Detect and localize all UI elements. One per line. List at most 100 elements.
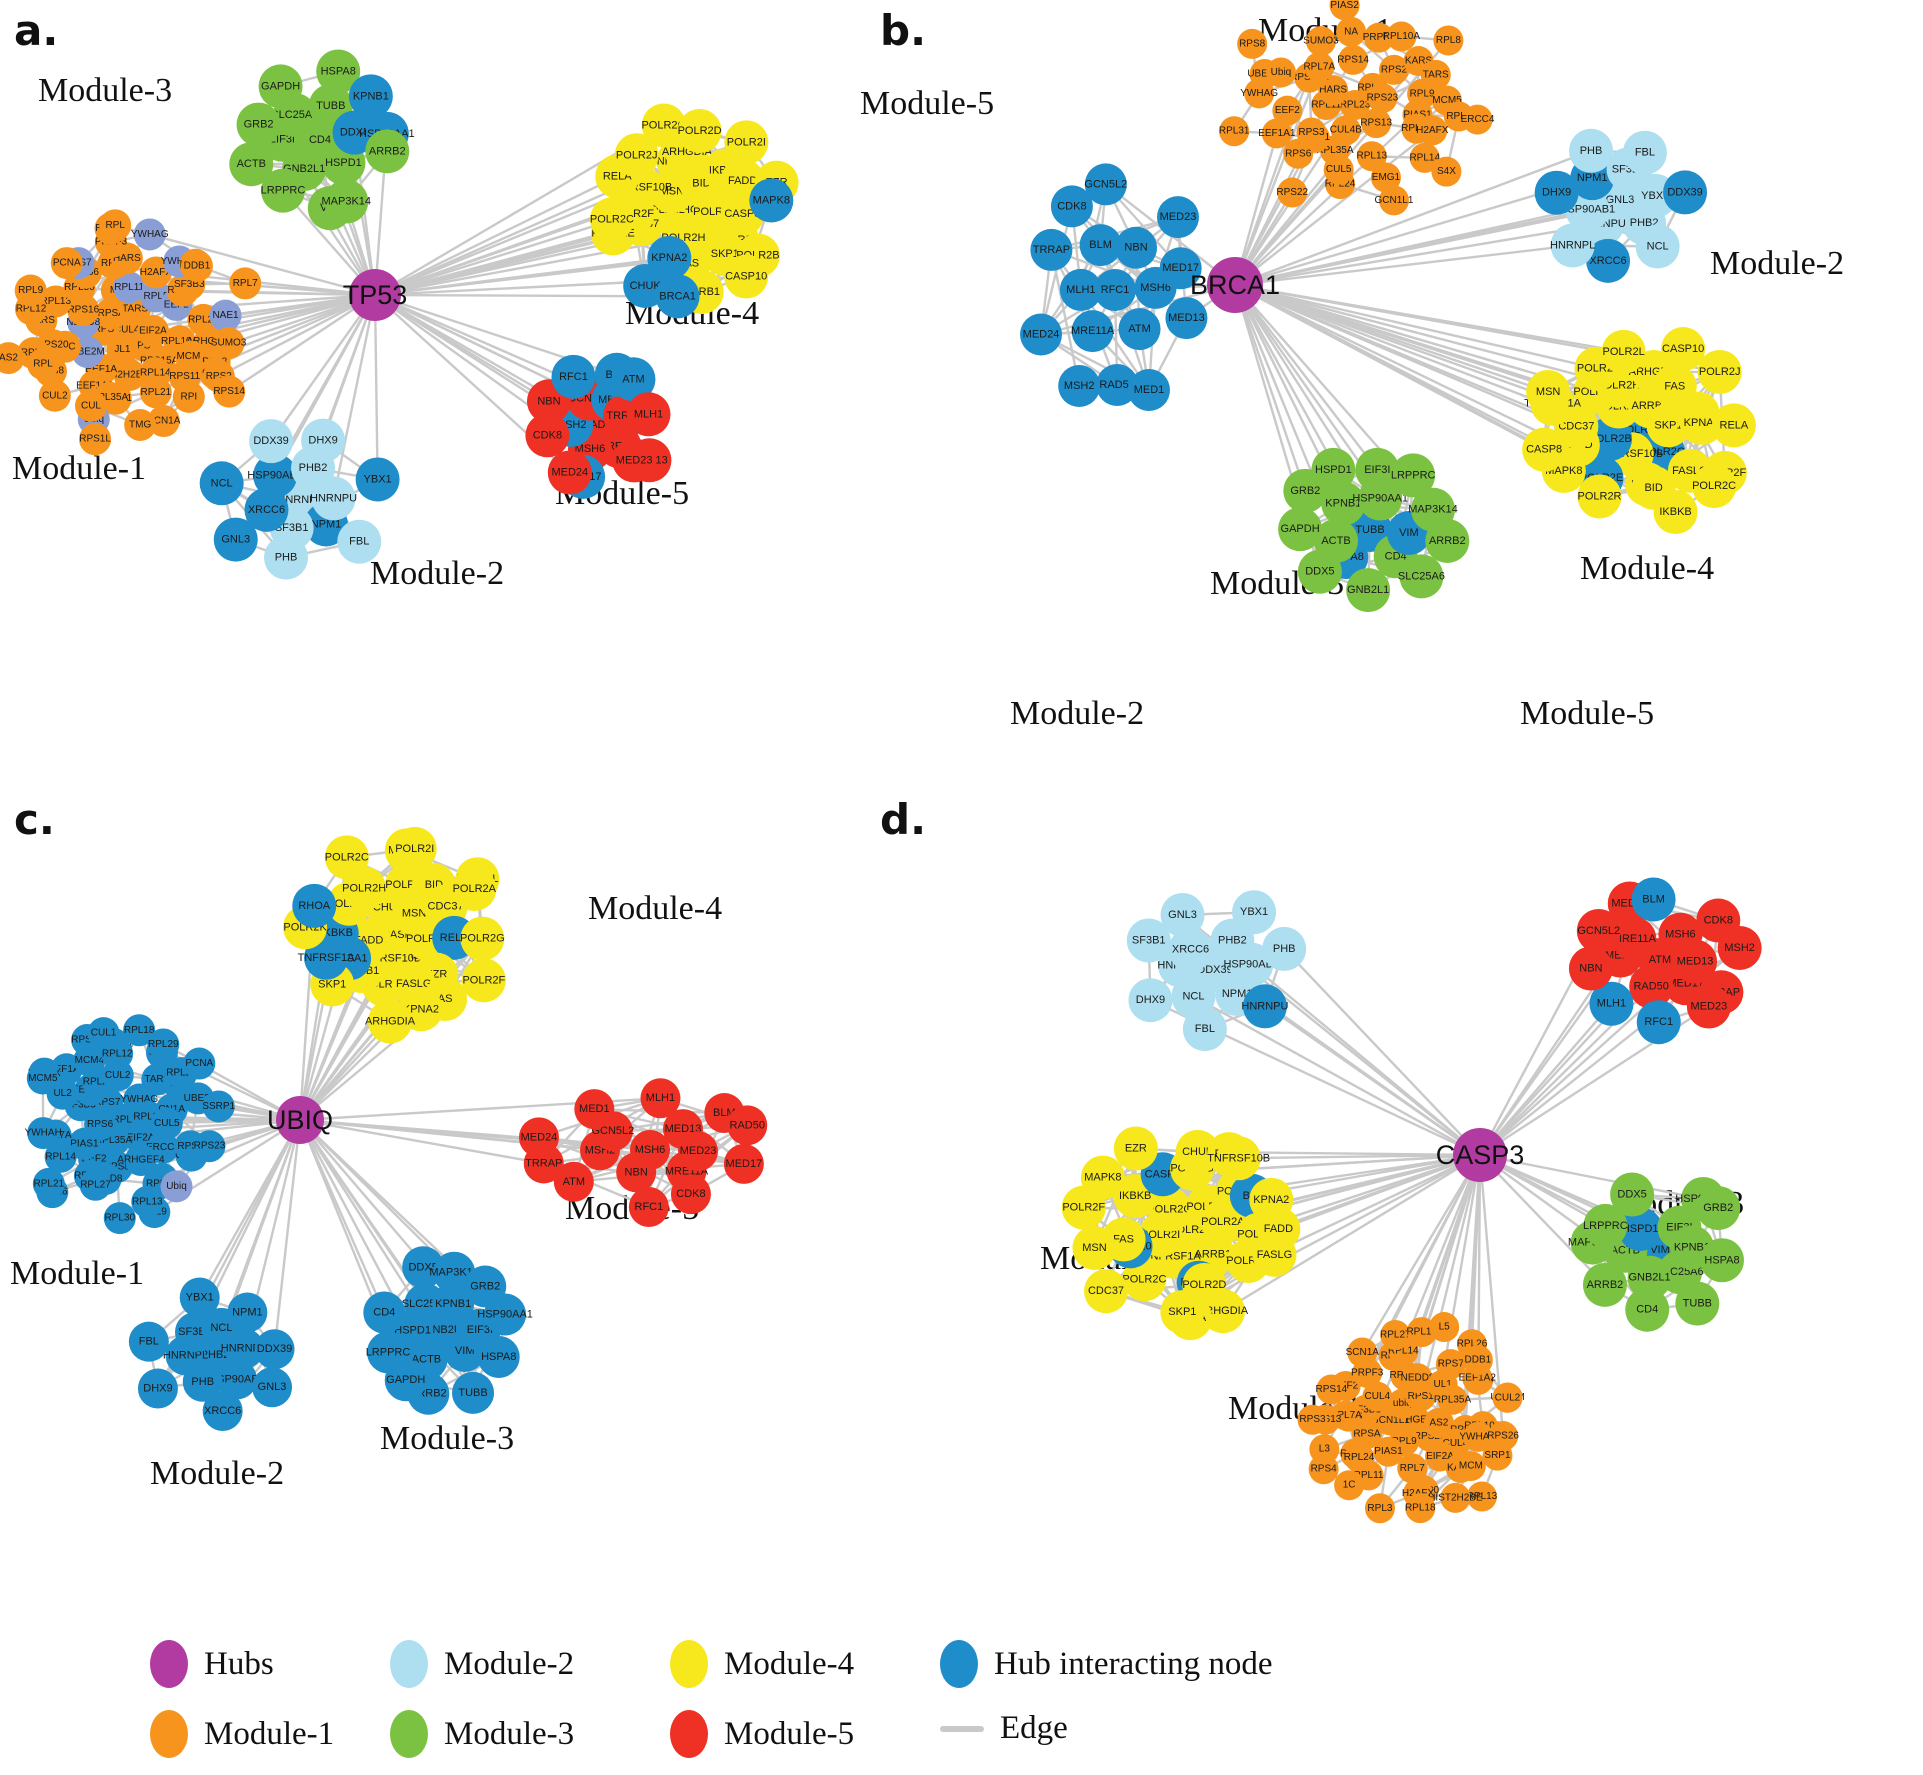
network-node[interactable]: MCM5 bbox=[26, 1062, 59, 1095]
network-node[interactable]: HSPD1 bbox=[1311, 447, 1356, 492]
network-node[interactable]: SRP1 bbox=[1482, 1440, 1513, 1471]
network-node[interactable]: GAPDH bbox=[1278, 507, 1323, 552]
network-node[interactable]: ARRB2 bbox=[365, 129, 410, 174]
network-node[interactable]: DHX9 bbox=[1534, 170, 1579, 215]
network-node[interactable]: L3 bbox=[1309, 1434, 1340, 1465]
network-node[interactable]: RPS6 bbox=[1283, 138, 1314, 169]
network-node[interactable]: YBX1 bbox=[1232, 890, 1277, 935]
network-node[interactable]: NBN bbox=[616, 1152, 657, 1193]
network-node[interactable]: MLH1 bbox=[1059, 268, 1102, 311]
network-node[interactable]: YBX1 bbox=[355, 457, 400, 502]
hub-node[interactable]: BRCA1 bbox=[1190, 257, 1280, 313]
network-node[interactable]: NCL bbox=[199, 461, 244, 506]
network-node[interactable]: MAP3K14 bbox=[321, 179, 371, 224]
network-node[interactable]: RPL18 bbox=[123, 1014, 156, 1047]
network-node[interactable]: AS2 bbox=[1423, 1407, 1454, 1438]
network-node[interactable]: DHX9 bbox=[137, 1368, 178, 1409]
network-node[interactable]: POLR2C bbox=[1122, 1257, 1166, 1302]
network-node[interactable]: CDK8 bbox=[670, 1174, 711, 1215]
network-node[interactable]: S4X bbox=[1431, 156, 1462, 187]
network-node[interactable]: RPS13 bbox=[1360, 108, 1392, 139]
network-node[interactable]: NPM1 bbox=[227, 1292, 268, 1333]
network-node[interactable]: POLR2I bbox=[724, 120, 769, 165]
network-node[interactable]: RPS14 bbox=[213, 375, 245, 408]
network-node[interactable]: HSPA8 bbox=[477, 1335, 520, 1378]
network-node[interactable]: HSPA8 bbox=[316, 49, 361, 94]
network-node[interactable]: MED13 bbox=[1165, 297, 1208, 340]
network-node[interactable]: RPL11 bbox=[113, 271, 146, 304]
network-node[interactable]: MAPK8 bbox=[1080, 1155, 1125, 1200]
network-node[interactable]: RPL21 bbox=[32, 1167, 65, 1200]
network-node[interactable]: DDX5 bbox=[402, 1246, 445, 1289]
network-node[interactable]: ATM bbox=[553, 1161, 594, 1202]
network-node[interactable]: DDX39 bbox=[249, 419, 294, 464]
network-node[interactable]: SUMO3 bbox=[1303, 26, 1339, 57]
network-node[interactable]: EEF2 bbox=[1272, 95, 1303, 126]
network-node[interactable]: LRPPRC bbox=[1583, 1203, 1628, 1248]
network-node[interactable]: TRRAP bbox=[1030, 228, 1073, 271]
network-node[interactable]: NA bbox=[1336, 16, 1367, 47]
network-node[interactable]: MED23 bbox=[612, 438, 657, 483]
network-node[interactable]: SLC25A6 bbox=[1398, 554, 1445, 599]
network-node[interactable]: XRCC6 bbox=[1168, 927, 1213, 972]
network-node[interactable]: EEF1A1 bbox=[1258, 118, 1296, 149]
network-node[interactable]: PRPF3 bbox=[1363, 22, 1396, 53]
network-node[interactable]: CD4 bbox=[1625, 1287, 1670, 1332]
network-node[interactable]: MSN bbox=[1526, 370, 1571, 415]
network-node[interactable]: RPS7 bbox=[1435, 1349, 1466, 1380]
network-node[interactable]: HARS bbox=[1318, 75, 1349, 106]
network-node[interactable]: RPL29 bbox=[147, 1028, 180, 1061]
network-node[interactable]: NCL bbox=[1635, 224, 1680, 269]
network-node[interactable]: HSPA8 bbox=[1700, 1238, 1745, 1283]
network-node[interactable]: GRB2 bbox=[236, 102, 281, 147]
network-node[interactable]: KPNB1 bbox=[432, 1282, 475, 1325]
network-node[interactable]: HIST2H2BE bbox=[1428, 1482, 1483, 1513]
network-node[interactable]: POLR2D bbox=[678, 109, 722, 154]
network-node[interactable]: FBL bbox=[128, 1321, 169, 1362]
network-node[interactable]: RPS3 bbox=[1297, 1404, 1328, 1435]
network-node[interactable]: NAE1 bbox=[209, 299, 242, 332]
network-node[interactable]: ARHGDIA bbox=[365, 999, 416, 1044]
network-node[interactable]: MRE11A bbox=[1071, 310, 1115, 353]
network-node[interactable]: RPS14 bbox=[1337, 44, 1369, 75]
network-node[interactable]: RFC1 bbox=[628, 1186, 669, 1227]
network-node[interactable]: LRPPRC bbox=[261, 168, 306, 213]
network-node[interactable]: ARHGEF4 bbox=[117, 1144, 165, 1177]
network-node[interactable]: TARS bbox=[1420, 59, 1451, 90]
network-node[interactable]: KPNA2 bbox=[1679, 400, 1724, 445]
network-node[interactable]: MED17 bbox=[1159, 247, 1202, 290]
network-node[interactable]: GNL3 bbox=[252, 1367, 293, 1408]
network-node[interactable]: H2H2BE bbox=[110, 359, 149, 392]
network-node[interactable]: POLR2I bbox=[392, 826, 437, 871]
network-node[interactable]: RFC1 bbox=[1636, 1000, 1681, 1045]
network-node[interactable]: LRPPRC bbox=[1391, 453, 1436, 498]
network-node[interactable]: BLM bbox=[1631, 877, 1676, 922]
network-node[interactable]: XRCC6 bbox=[244, 487, 289, 532]
network-node[interactable]: DHX9 bbox=[301, 418, 346, 463]
network-node[interactable]: CHUK bbox=[1175, 1129, 1220, 1174]
network-node[interactable]: SCN1A bbox=[147, 405, 181, 438]
network-node[interactable]: RPL21 bbox=[139, 376, 172, 409]
network-node[interactable]: RPL27 bbox=[79, 1168, 112, 1201]
network-node[interactable]: MED13 bbox=[1673, 939, 1718, 984]
network-node[interactable]: 1C bbox=[1334, 1470, 1365, 1501]
network-node[interactable]: CD4 bbox=[363, 1291, 406, 1334]
network-node[interactable]: NBN bbox=[1115, 226, 1158, 269]
network-node[interactable]: Ubiq bbox=[1265, 57, 1296, 88]
network-node[interactable]: DDX39 bbox=[254, 1329, 295, 1370]
network-node[interactable]: RPS22 bbox=[1276, 177, 1308, 208]
network-node[interactable]: MED24 bbox=[518, 1117, 559, 1158]
network-node[interactable]: GRB2 bbox=[1696, 1186, 1741, 1231]
network-node[interactable]: LRPPRC bbox=[366, 1331, 411, 1374]
network-node[interactable]: RPL10A bbox=[1383, 21, 1421, 52]
network-node[interactable]: MCM bbox=[1455, 1451, 1486, 1482]
network-node[interactable]: RPL30 bbox=[103, 1202, 136, 1235]
network-node[interactable]: H2AFX bbox=[1416, 115, 1449, 146]
network-node[interactable]: GNB2L1 bbox=[1346, 568, 1391, 613]
network-node[interactable]: GCN5L2 bbox=[1084, 163, 1127, 206]
network-node[interactable]: JL1 bbox=[106, 333, 139, 366]
network-node[interactable]: CDK8 bbox=[1050, 185, 1093, 228]
network-node[interactable]: CUL2 bbox=[1492, 1382, 1523, 1413]
network-node[interactable]: NEDD8 bbox=[1401, 1363, 1435, 1394]
network-node[interactable]: MSH2 bbox=[1717, 925, 1762, 970]
